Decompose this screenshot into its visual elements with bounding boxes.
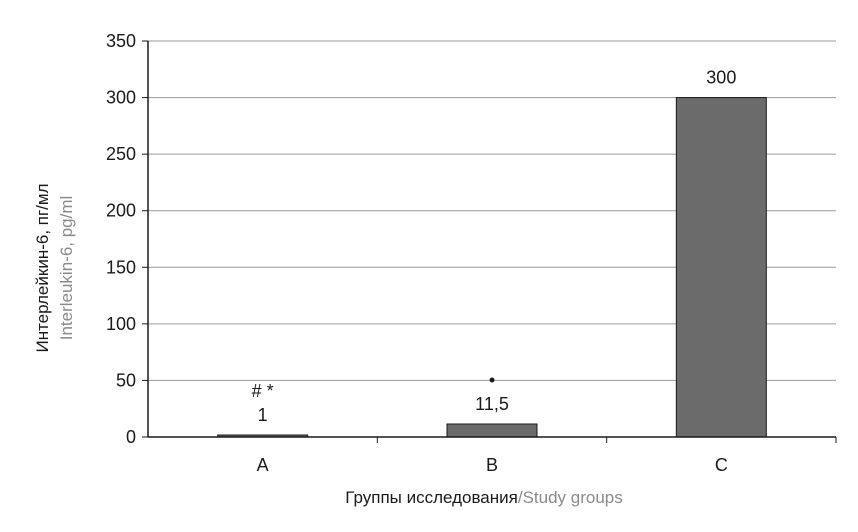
y-tick-label: 300 — [106, 88, 136, 108]
x-axis-label-separator: / — [518, 488, 523, 507]
x-tick-label: B — [486, 455, 498, 475]
significance-marker: • — [489, 370, 495, 390]
y-tick-label: 250 — [106, 144, 136, 164]
y-tick-label: 150 — [106, 257, 136, 277]
x-axis-label-ru: Группы исследования — [345, 488, 518, 507]
y-tick-label: 0 — [126, 427, 136, 447]
value-labels: 1 # * 11,5 • 300 — [252, 68, 737, 425]
x-tick-label: A — [257, 455, 269, 475]
y-axis-label-en: Interleukin-6, pg/ml — [57, 196, 76, 341]
y-tick-labels: 0 50 100 150 200 250 300 350 — [106, 31, 136, 447]
y-tick-label: 50 — [116, 370, 136, 390]
y-tick-label: 350 — [106, 31, 136, 51]
x-axis-label: Группы исследования/Study groups — [345, 488, 623, 507]
bar-C — [675, 97, 767, 438]
x-axis-label-en: Study groups — [523, 488, 623, 507]
y-tick-label: 100 — [106, 314, 136, 334]
data-label: 1 — [258, 405, 268, 425]
x-tick-label: C — [715, 455, 728, 475]
axes — [147, 41, 837, 443]
data-label: 300 — [706, 68, 736, 88]
bars — [217, 97, 767, 438]
y-axis-label-ru: Интерлейкин-6, пг/мл — [33, 183, 52, 352]
x-tick-labels: A B C — [257, 455, 728, 475]
significance-marker: # * — [252, 381, 274, 401]
bar-B — [446, 423, 538, 438]
y-tick-label: 200 — [106, 201, 136, 221]
data-label: 11,5 — [475, 394, 509, 414]
